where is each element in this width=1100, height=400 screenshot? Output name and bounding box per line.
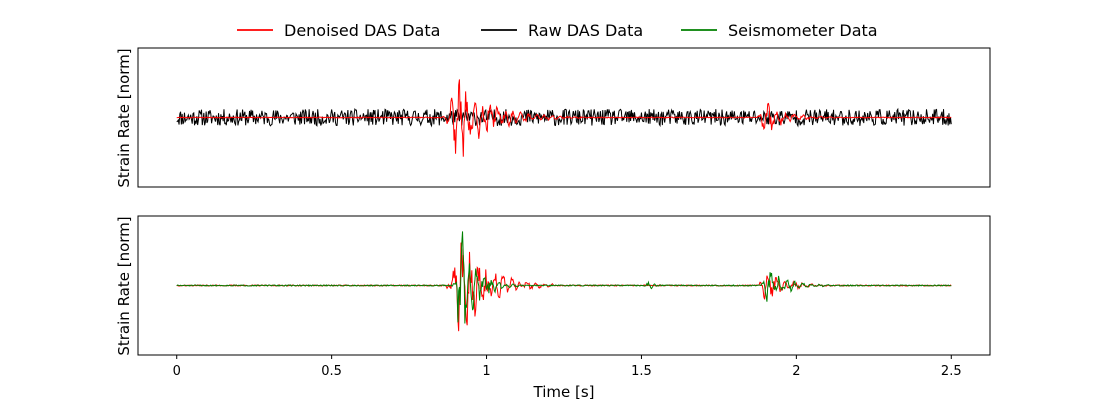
series-line-denoised-das-data (176, 79, 952, 157)
x-axis-label: Time [s] (533, 383, 595, 400)
panel-top-frame (137, 47, 991, 188)
panel-bottom-ylabel: Strain Rate [norm] (115, 216, 133, 355)
series-line-raw-das-data (176, 107, 952, 128)
x-tick-label: 2 (792, 364, 800, 379)
legend: Denoised DAS Data Raw DAS Data Seismomet… (237, 21, 878, 40)
x-axis-ticks: 0 0.5 1 1.5 2 2.5 (173, 355, 962, 379)
x-tick-label: 0 (173, 364, 181, 379)
panel-top-series (176, 79, 952, 157)
panel-bottom: Strain Rate [norm] 0 0.5 1 1.5 2 2.5 Time [s] (115, 215, 991, 400)
series-line-seismometer-data (176, 231, 952, 324)
series-line-denoised-das-data (176, 242, 952, 332)
legend-label-denoised: Denoised DAS Data (284, 21, 440, 40)
x-tick-label: 1 (482, 364, 490, 379)
panel-top: Strain Rate [norm] (115, 47, 991, 188)
x-tick-label: 0.5 (321, 364, 342, 379)
panel-bottom-series (176, 231, 952, 332)
legend-label-raw: Raw DAS Data (528, 21, 643, 40)
panel-top-ylabel: Strain Rate [norm] (115, 48, 133, 187)
legend-label-seismometer: Seismometer Data (728, 21, 878, 40)
x-tick-label: 2.5 (941, 364, 962, 379)
panel-bottom-frame (137, 215, 991, 356)
x-tick-label: 1.5 (631, 364, 652, 379)
